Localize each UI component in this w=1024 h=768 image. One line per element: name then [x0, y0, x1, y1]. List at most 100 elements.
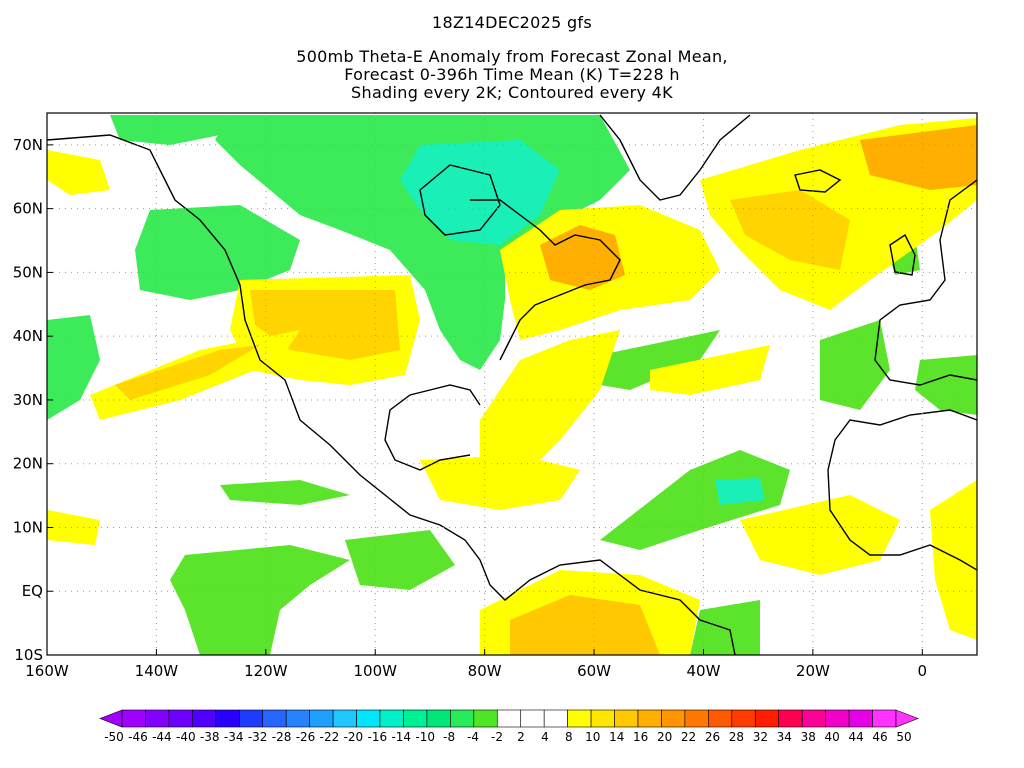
- colorbar-swatch: [496, 709, 522, 728]
- colorbar-label: 20: [657, 730, 672, 744]
- colorbar-swatch: [121, 709, 146, 728]
- europe-coastline: [874, 179, 977, 386]
- colorbar-right-arrow: [895, 709, 919, 728]
- colorbar-label: -2: [491, 730, 503, 744]
- longitude-tick-label: 40W: [687, 662, 721, 680]
- latitude-tick-label: 30N: [13, 391, 43, 409]
- green-europe-blob: [915, 355, 977, 415]
- longitude-tick-label: 60W: [577, 662, 611, 680]
- latitude-tick-label: 50N: [13, 263, 43, 281]
- latitude-tick-label: 20N: [13, 455, 43, 473]
- colorbar-swatch: [872, 709, 897, 728]
- colorbar-swatch: [450, 709, 475, 728]
- greenland-coastline: [599, 114, 751, 201]
- longitude-tick-labels: 160W 140W 120W 100W 80W 60W 40W 20W 0: [25, 662, 927, 680]
- colorbar-swatch: [238, 709, 264, 728]
- anomaly-shading: [47, 115, 977, 655]
- colorbar-left-arrow: [99, 709, 123, 728]
- colorbar-label: 46: [872, 730, 887, 744]
- colorbar-label: -26: [296, 730, 316, 744]
- colorbar-swatch: [848, 709, 873, 728]
- yellow-africa-gulf: [930, 480, 977, 640]
- latitude-tick-label: 70N: [13, 136, 43, 154]
- colorbar-label: 16: [633, 730, 648, 744]
- latitude-tick-label: 40N: [13, 327, 43, 345]
- colorbar-label: 26: [705, 730, 720, 744]
- longitude-tick-label: 80W: [468, 662, 502, 680]
- colorbar-swatch: [825, 709, 850, 728]
- map-frame: [46, 112, 978, 656]
- colorbar-swatch: [309, 709, 334, 728]
- colorbar-label: -34: [224, 730, 244, 744]
- colorbar-label: -40: [176, 730, 196, 744]
- north-america-coastline: [47, 134, 736, 655]
- green-nw-africa: [820, 320, 890, 410]
- colorbar-label: 28: [729, 730, 744, 744]
- colorbar-swatch: [332, 709, 357, 728]
- green-brazil-blob: [690, 600, 760, 655]
- longitude-tick-label: 140W: [135, 662, 179, 680]
- green-atlantic-tropics: [600, 450, 790, 550]
- colorbar-label: 40: [825, 730, 840, 744]
- yellow-gulf-atlantic-region: [480, 330, 620, 480]
- colorbar-swatch: [708, 709, 733, 728]
- colorbar-swatch: [215, 709, 240, 728]
- yellow-caribbean-region: [420, 455, 580, 510]
- east-us-coastline: [470, 199, 621, 361]
- colorbar-swatch: [473, 709, 498, 728]
- colorbar-label: 10: [585, 730, 600, 744]
- colorbar-swatch: [684, 709, 709, 728]
- title-line-1: 18Z14DEC2025 gfs: [431, 13, 592, 32]
- colorbar-label: -38: [200, 730, 220, 744]
- teal-atlantic-core: [715, 478, 765, 505]
- colorbar-label: -4: [467, 730, 479, 744]
- longitude-tick-label: 160W: [25, 662, 69, 680]
- colorbar-swatch: [403, 709, 428, 728]
- iceland-coastline: [794, 169, 842, 193]
- latitude-tick-label: 10N: [13, 518, 43, 536]
- colorbar-swatch: [661, 709, 686, 728]
- colorbar-swatch: [543, 709, 568, 728]
- colorbar-label: -22: [320, 730, 340, 744]
- gold-pacific-streak: [115, 345, 260, 400]
- colorbar-label: 4: [541, 730, 549, 744]
- colorbar-label: 50: [896, 730, 911, 744]
- colorbar-swatch: [614, 709, 639, 728]
- title-line-2: 500mb Theta-E Anomaly from Forecast Zona…: [296, 47, 728, 66]
- colorbar-label: -10: [415, 730, 435, 744]
- colorbar-swatch: [801, 709, 826, 728]
- colorbar-swatch: [778, 709, 803, 728]
- colorbar-label: -28: [272, 730, 292, 744]
- colorbar-swatch: [567, 709, 592, 728]
- title-line-3: Forecast 0-396h Time Mean (K) T=228 h: [344, 65, 680, 84]
- latitude-tick-label: 60N: [13, 200, 43, 218]
- green-gulf-alaska-region: [135, 205, 300, 300]
- colorbar-label: -50: [104, 730, 124, 744]
- colorbar-swatch: [590, 709, 615, 728]
- colorbar-label: 22: [681, 730, 696, 744]
- colorbar-label: -20: [344, 730, 364, 744]
- colorbar: -50 -46 -44 -40 -38 -34 -32 -28 -26 -22 -20 -16 -14-…: [99, 709, 919, 744]
- green-central-atlantic-strip: [600, 330, 720, 390]
- gulf-coastline: [384, 384, 481, 471]
- colorbar-swatch: [356, 709, 381, 728]
- colorbar-swatch: [168, 709, 193, 728]
- yellow-central-atlantic-streak: [650, 345, 770, 395]
- colorbar-label: -8: [443, 730, 455, 744]
- colorbar-label: 38: [801, 730, 816, 744]
- latitude-tick-labels: 70N 60N 50N 40N 30N 20N 10N EQ 10S: [13, 136, 43, 664]
- longitude-tick-label: 120W: [244, 662, 288, 680]
- green-equatorial-blob: [345, 530, 455, 590]
- colorbar-swatch: [637, 709, 662, 728]
- green-tropical-pacific: [170, 545, 350, 655]
- teal-hudson-region: [400, 140, 560, 245]
- gold-iceland-region: [730, 190, 850, 270]
- colorbar-swatch: [145, 709, 170, 728]
- colorbar-label: -44: [152, 730, 172, 744]
- africa-coastline: [827, 409, 977, 571]
- green-alaska-arm: [110, 115, 230, 145]
- colorbar-swatch: [520, 709, 545, 728]
- latitude-tick-label: EQ: [22, 582, 43, 600]
- hudson-bay-coastline: [419, 164, 501, 236]
